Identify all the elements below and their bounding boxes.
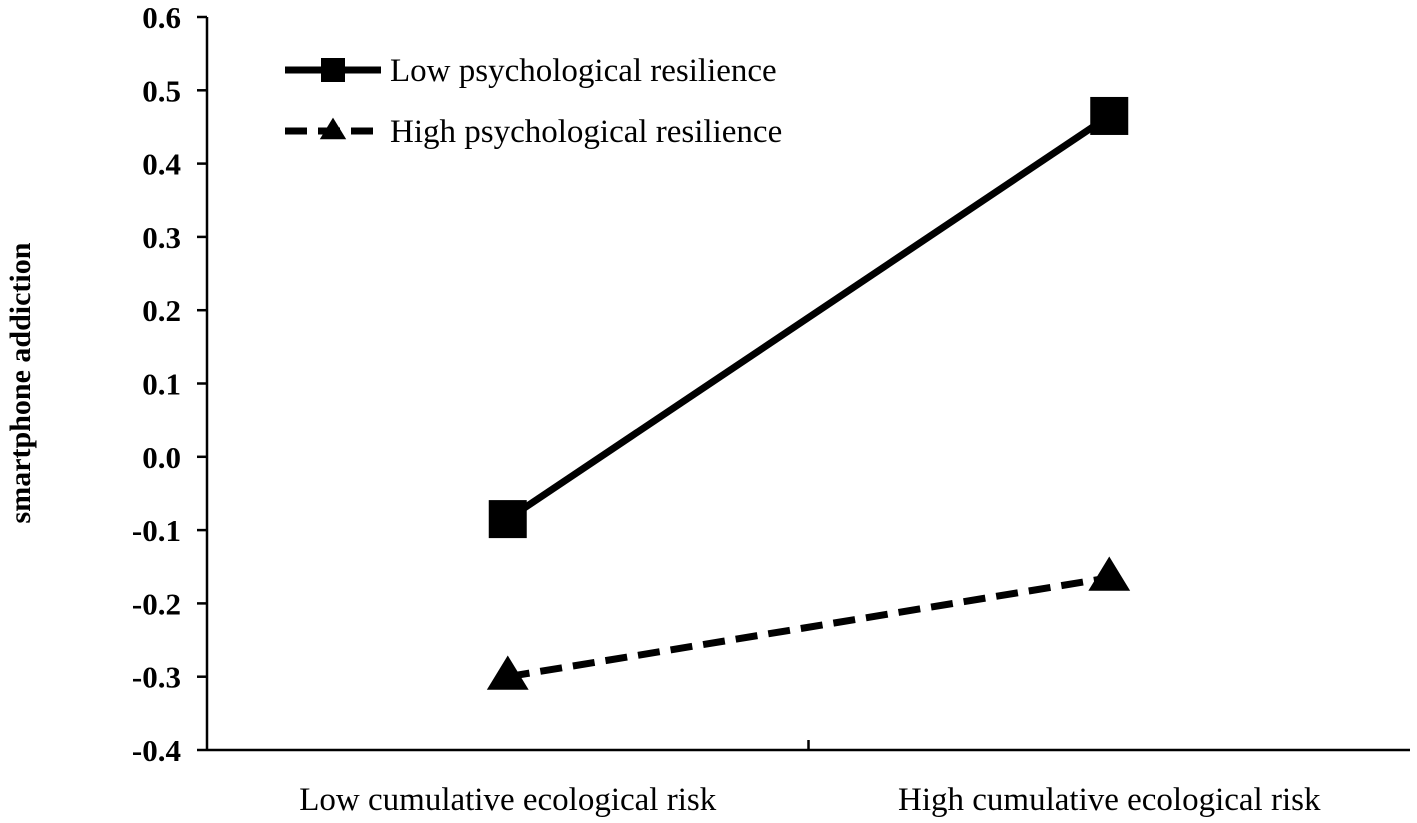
- series-2: [486, 556, 1131, 690]
- legend: Low psychological resilience High psychol…: [285, 53, 782, 150]
- y-tick-label: 0.3: [142, 220, 181, 255]
- triangle-marker: [1088, 556, 1131, 591]
- y-tick-label: 0.1: [142, 367, 181, 402]
- series-line: [507, 574, 1110, 681]
- legend-item: High psychological resilience: [285, 114, 782, 150]
- axes: [205, 17, 1410, 752]
- series-line: [505, 113, 1112, 523]
- y-ticks: 0.6 0.5 0.4 0.3 0.2 0.1 0.0 -0.1 -0.2 -0.3 -0.4: [132, 0, 207, 768]
- y-tick-label: -0.1: [132, 513, 181, 548]
- legend-label: High psychological resilience: [390, 114, 782, 150]
- y-tick-label: -0.4: [132, 733, 181, 768]
- y-tick-label: -0.2: [132, 586, 181, 621]
- y-tick-label: 0.2: [142, 293, 181, 328]
- legend-item: Low psychological resilience: [285, 53, 777, 89]
- series-group: [486, 96, 1131, 690]
- y-axis-label: smartphone addiction: [4, 242, 37, 523]
- x-category-label: High cumulative ecological risk: [898, 782, 1321, 818]
- y-tick-label: 0.6: [142, 0, 181, 35]
- series-1: [488, 96, 1129, 539]
- legend-label: Low psychological resilience: [390, 53, 777, 89]
- square-marker: [1090, 96, 1129, 135]
- y-tick-label: 0.5: [142, 73, 181, 108]
- triangle-marker: [486, 655, 529, 690]
- y-tick-label: 0.0: [142, 440, 181, 475]
- triangle-marker: [319, 117, 347, 140]
- x-ticks: Low cumulative ecological risk High cumul…: [299, 740, 1321, 818]
- y-tick-label: -0.3: [132, 660, 181, 695]
- square-marker: [488, 500, 527, 539]
- square-marker: [321, 58, 345, 82]
- x-category-label: Low cumulative ecological risk: [299, 782, 716, 818]
- y-tick-label: 0.4: [142, 147, 181, 182]
